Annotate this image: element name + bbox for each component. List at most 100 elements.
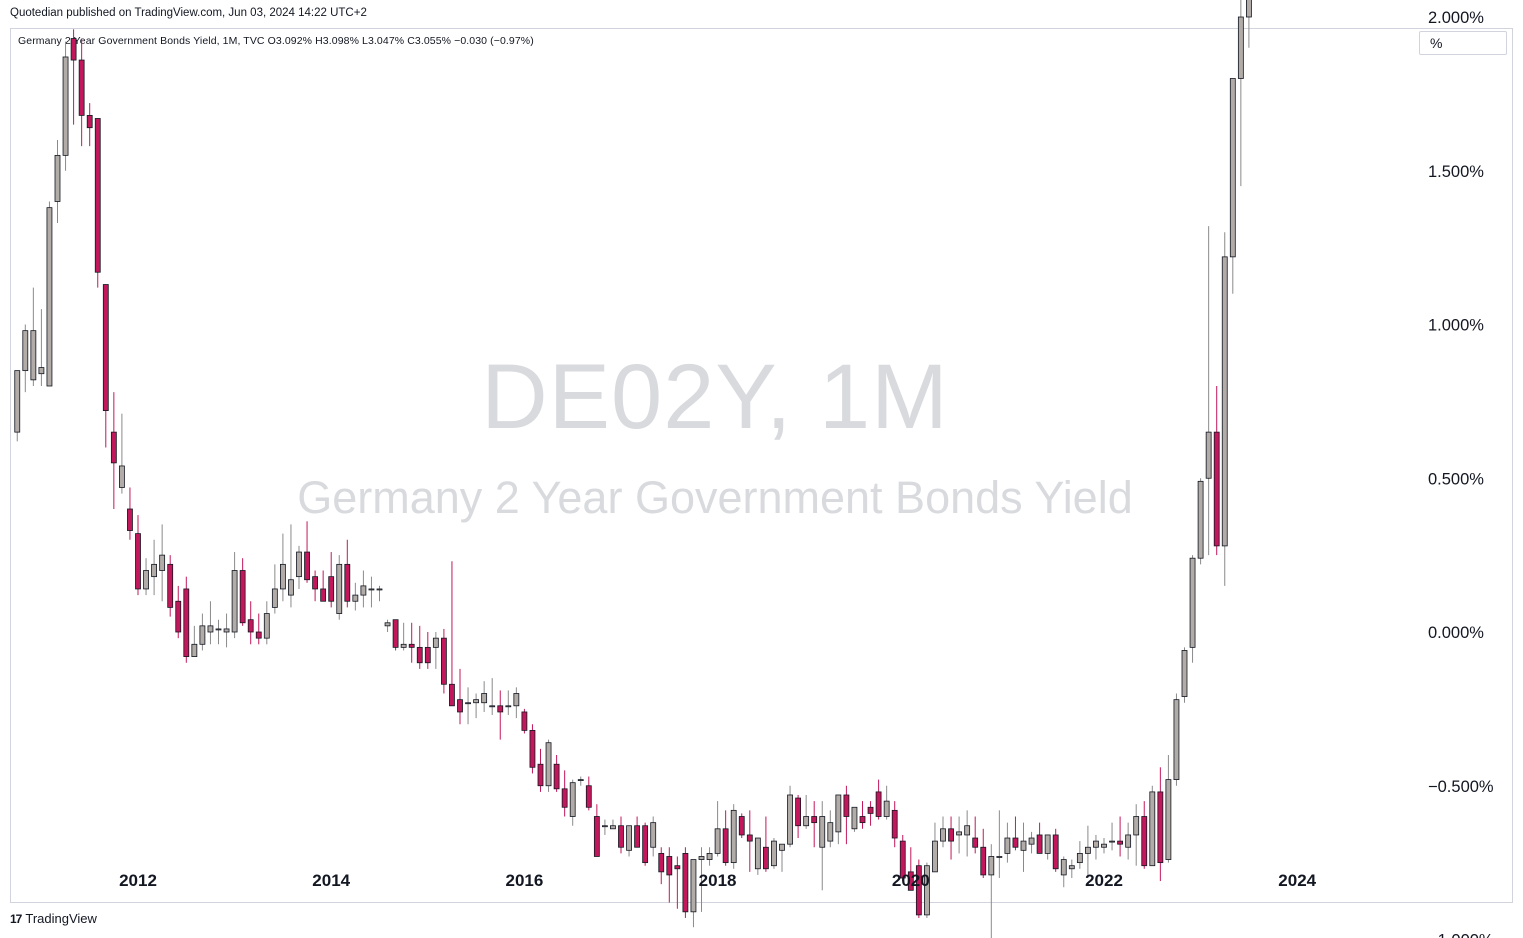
candle: [457, 668, 463, 725]
x-tick-label: 2018: [699, 871, 737, 890]
candle: [754, 837, 761, 875]
candle: [1052, 828, 1059, 872]
y-tick-label: 1.000%: [1428, 317, 1484, 335]
candle-body: [231, 570, 238, 633]
candle: [328, 552, 335, 608]
x-tick-label: 2012: [119, 871, 157, 890]
candle-body: [593, 816, 600, 857]
candle-body: [400, 643, 407, 648]
candle: [883, 785, 890, 820]
price-scale-unit-button[interactable]: %: [1419, 31, 1507, 55]
candle-body: [746, 834, 753, 842]
candle: [1060, 856, 1067, 888]
candle-body: [779, 843, 785, 851]
candle: [94, 118, 101, 288]
candle: [1028, 831, 1035, 854]
candle: [746, 810, 753, 872]
tradingview-brand-label: TradingView: [25, 911, 97, 926]
candle-body: [771, 840, 777, 867]
candle: [634, 816, 640, 848]
candle-body: [682, 853, 689, 913]
candle: [593, 804, 600, 857]
candle-body: [78, 59, 85, 116]
x-tick-label: 2014: [312, 871, 350, 890]
candle-body: [102, 284, 109, 411]
candle: [38, 309, 45, 386]
candle: [151, 539, 158, 596]
candle-body: [473, 699, 480, 704]
candle: [553, 755, 560, 792]
candle-body: [602, 825, 608, 828]
y-tick-label: 0.500%: [1428, 470, 1484, 488]
candle-body: [996, 856, 1003, 858]
candle-body: [14, 370, 21, 433]
candle-body: [1181, 650, 1188, 697]
candle-body: [561, 788, 568, 808]
candle-body: [215, 628, 222, 631]
candle: [827, 810, 834, 848]
candle: [473, 693, 480, 719]
candle: [352, 582, 359, 611]
candle: [771, 838, 777, 869]
candle-body: [730, 809, 737, 864]
candle: [1020, 822, 1027, 872]
candle-body: [199, 625, 206, 645]
candle-body: [891, 809, 898, 839]
candle-body: [489, 705, 496, 708]
candle: [521, 708, 528, 734]
candle-body: [376, 588, 383, 591]
candle-body: [247, 619, 254, 633]
candle: [119, 413, 125, 494]
tradingview-logo-icon: 17: [10, 911, 22, 926]
candle: [215, 619, 222, 645]
candle-body: [907, 871, 914, 891]
candle-body: [698, 856, 705, 860]
candle: [14, 370, 21, 442]
candle-body: [207, 625, 214, 633]
candle: [1221, 232, 1228, 586]
candle: [416, 625, 423, 669]
candle-body: [1085, 846, 1091, 854]
candle: [1036, 822, 1043, 854]
candle: [191, 625, 198, 657]
candle-body: [1028, 837, 1035, 845]
candle: [384, 619, 391, 632]
candle-body: [296, 551, 302, 578]
candles-layer: [14, 0, 1252, 938]
candle: [915, 859, 922, 918]
candle: [819, 801, 826, 891]
candle: [167, 555, 174, 617]
candle: [30, 287, 37, 386]
candle: [980, 828, 987, 878]
candle: [400, 622, 407, 651]
candle-body: [577, 779, 584, 781]
candle: [658, 847, 665, 885]
candle-body: [988, 856, 995, 876]
candle-body: [288, 579, 294, 596]
candle-body: [706, 853, 713, 860]
candle-body: [851, 806, 858, 830]
x-tick-label: 2024: [1278, 871, 1316, 890]
footer-branding[interactable]: 17 TradingView: [10, 911, 97, 926]
candle-body: [634, 825, 640, 848]
candle: [618, 816, 624, 854]
candle: [835, 794, 842, 845]
candle-body: [328, 576, 335, 602]
candle-body: [223, 628, 230, 633]
candle-body: [239, 570, 246, 624]
candle-body: [1101, 843, 1107, 848]
candle-body: [271, 588, 278, 608]
candle-body: [827, 822, 834, 842]
candle: [159, 524, 166, 602]
candle: [312, 570, 319, 602]
candle-body: [1044, 834, 1051, 854]
candle: [529, 724, 536, 774]
candle: [1165, 755, 1172, 863]
candle: [175, 585, 182, 639]
candle-body: [811, 816, 818, 824]
candle: [247, 601, 254, 645]
candle-body: [1173, 699, 1180, 781]
candle: [1173, 693, 1180, 786]
candle-body: [432, 637, 439, 648]
